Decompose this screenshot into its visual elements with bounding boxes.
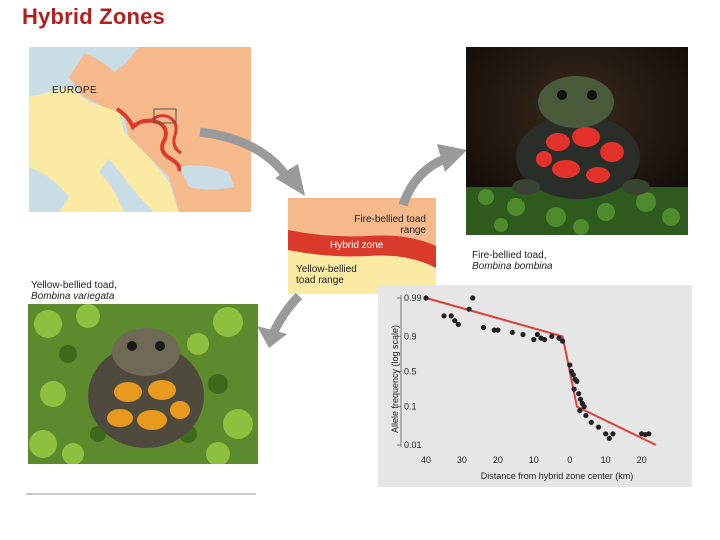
- data-point: [595, 424, 602, 430]
- hybrid-zone-label: Hybrid zone: [330, 240, 384, 251]
- y-tick-label: 0.01: [404, 440, 422, 450]
- data-point: [495, 327, 501, 333]
- map-region-label: EUROPE: [52, 85, 98, 96]
- data-point: [466, 306, 472, 312]
- fire-bellied-common-name: Fire-bellied toad,: [472, 250, 547, 261]
- hybrid-zone-panel: [288, 198, 436, 294]
- yellow-bellied-caption: Yellow-bellied toad, Bombina variegata: [31, 280, 117, 302]
- data-point: [549, 333, 555, 339]
- y-tick-label: 0.9: [404, 331, 417, 341]
- data-point: [610, 431, 616, 437]
- europe-map: [29, 47, 251, 212]
- fire-bellied-latin-name: Bombina bombina: [472, 261, 553, 272]
- data-point: [588, 419, 594, 425]
- page-title: Hybrid Zones: [22, 4, 165, 29]
- data-point: [455, 321, 461, 327]
- data-point: [480, 324, 487, 331]
- data-point: [470, 295, 476, 301]
- yellow-bellied-range-label: Yellow-bellied toad range: [296, 264, 357, 286]
- y-tick-label: 0.1: [404, 402, 417, 412]
- data-point: [441, 313, 447, 319]
- data-point: [542, 337, 548, 343]
- x-tick-label: 10: [601, 455, 611, 465]
- data-point: [448, 313, 454, 319]
- data-point: [576, 391, 582, 397]
- data-point: [646, 431, 652, 437]
- data-point: [423, 295, 429, 301]
- fire-bellied-toad-photo: [466, 47, 688, 235]
- panel-to-fire-toad-arrow: [398, 144, 467, 207]
- data-point: [556, 335, 562, 341]
- yellow-bellied-latin-name: Bombina variegata: [31, 291, 115, 302]
- yellow-bellied-toad-photo: [28, 304, 258, 464]
- data-point: [571, 386, 577, 392]
- data-point: [567, 362, 573, 368]
- fire-bellied-range-label: Fire-bellied toad range: [354, 214, 426, 236]
- data-point: [491, 327, 497, 333]
- yellow-bellied-common-name: Yellow-bellied toad,: [31, 280, 117, 291]
- y-axis-label: Allele frequency (log scale): [390, 325, 400, 433]
- allele-frequency-chart: 0.99 0.9 0.5 0.1 0.01 40 30 20 10 0 10 20 Allele f…: [378, 285, 692, 487]
- x-tick-label: 40: [421, 455, 431, 465]
- data-point: [531, 337, 537, 343]
- data-point: [583, 412, 589, 419]
- map-to-panel-arrow: [199, 127, 305, 196]
- data-point: [452, 318, 458, 324]
- data-point: [603, 431, 609, 437]
- x-tick-label: 20: [493, 455, 503, 465]
- copyright-watermark: [26, 490, 266, 500]
- data-point: [574, 378, 580, 384]
- data-point: [560, 338, 566, 344]
- data-point: [534, 331, 540, 338]
- y-tick-label: 0.5: [404, 367, 417, 377]
- data-point: [570, 372, 576, 378]
- x-axis-label: Distance from hybrid zone center (km): [481, 471, 634, 481]
- data-point: [579, 400, 585, 406]
- y-tick-label: 0.99: [404, 293, 422, 303]
- panel-to-yellow-toad-arrow: [257, 292, 303, 348]
- fire-bellied-caption: Fire-bellied toad, Bombina bombina: [472, 250, 553, 272]
- data-point: [520, 331, 526, 338]
- x-tick-label: 0: [567, 455, 572, 465]
- data-point: [577, 396, 584, 402]
- x-tick-label: 30: [457, 455, 467, 465]
- data-point: [509, 329, 515, 335]
- data-point: [577, 408, 583, 414]
- x-tick-label: 20: [637, 455, 647, 465]
- x-tick-label: 10: [529, 455, 539, 465]
- cline-fit-line: [425, 297, 657, 446]
- data-point: [606, 435, 612, 441]
